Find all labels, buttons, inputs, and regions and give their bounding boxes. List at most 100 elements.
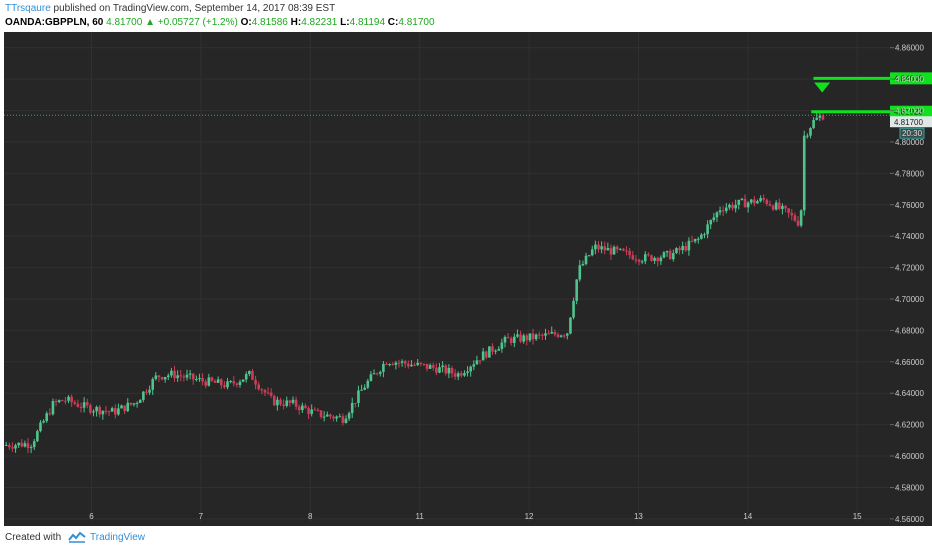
candle-body (129, 402, 133, 405)
candle-body (394, 362, 398, 365)
candle-body (528, 333, 532, 341)
candle-body (762, 198, 766, 200)
candle-body (104, 410, 108, 412)
candle-body (737, 199, 741, 205)
y-tick-label: 4.62000 (895, 421, 924, 430)
candle-body (594, 244, 597, 250)
price-axis (890, 32, 932, 522)
candle-body (110, 408, 114, 412)
candle-body (484, 351, 488, 358)
candle-body (148, 389, 151, 393)
open-value: 4.81586 (251, 17, 288, 28)
candles (4, 111, 825, 454)
candle-body (472, 364, 476, 367)
candle-body (469, 366, 472, 372)
x-tick-label: 6 (89, 512, 94, 521)
candle-body (344, 418, 348, 424)
candle-body (413, 364, 416, 366)
low-label: L: (340, 17, 350, 28)
candle-body (715, 212, 719, 218)
x-tick-label: 8 (308, 512, 313, 521)
candle-body (372, 373, 376, 375)
candle-body (335, 416, 338, 419)
candle-body (11, 447, 14, 449)
y-tick-label: 4.74000 (895, 232, 924, 241)
candle-body (101, 410, 105, 415)
candle-body (559, 335, 563, 337)
candle-body (516, 334, 519, 337)
candle-body (238, 381, 242, 385)
candle-body (581, 264, 585, 266)
candle-body (541, 334, 544, 336)
author-link[interactable]: TTrsqaure (5, 3, 51, 14)
candle-body (513, 336, 516, 343)
high-value: 4.82231 (301, 17, 338, 28)
candle-body (179, 375, 183, 377)
candle-body (51, 401, 55, 415)
candle-body (731, 204, 734, 209)
candle-body (257, 384, 260, 390)
candle-body (431, 365, 435, 368)
candle-body (17, 442, 20, 446)
candle-body (746, 202, 750, 208)
tradingview-logo-icon (68, 531, 86, 543)
candle-body (176, 375, 179, 379)
level-label: 4.84049 (894, 74, 923, 83)
candle-body (375, 373, 379, 375)
candle-body (718, 210, 722, 213)
candle-body (681, 245, 684, 251)
candle-body (113, 408, 117, 415)
countdown-label: 20:30 (902, 129, 923, 138)
candle-body (597, 244, 600, 250)
candle-body (566, 333, 569, 336)
candle-body (45, 413, 49, 422)
candle-body (693, 238, 697, 242)
candle-body (316, 409, 320, 411)
candle-body (622, 248, 625, 251)
candle-body (276, 399, 279, 406)
candle-body (569, 317, 572, 334)
candle-body (612, 246, 616, 255)
candle-body (198, 377, 201, 380)
candle-body (768, 204, 772, 206)
candle-body (363, 387, 366, 390)
candle-body (98, 406, 102, 415)
candle-body (522, 335, 525, 342)
candle-body (506, 336, 510, 339)
candle-body (416, 362, 419, 366)
candle-body (107, 411, 111, 413)
open-label: O: (240, 17, 252, 28)
tradingview-brand-link[interactable]: TradingView (90, 532, 146, 543)
candle-body (185, 374, 189, 378)
candle-body (307, 408, 310, 414)
candle-body (332, 416, 335, 419)
price-axis-labels: 4.86000 4.84000 4.82000 4.80000 4.78000 4.760… (890, 44, 924, 524)
candle-body (319, 410, 323, 417)
x-tick-label: 15 (853, 512, 862, 521)
candle-body (463, 373, 466, 376)
candle-body (740, 198, 744, 200)
candle-body (8, 445, 11, 448)
candle-body (743, 198, 747, 208)
candle-body (61, 400, 64, 402)
candle-body (20, 442, 24, 447)
candle-body (391, 364, 395, 366)
candle-body (350, 402, 354, 414)
candle-body (503, 336, 507, 343)
candle-body (584, 255, 588, 265)
candle-body (519, 334, 522, 342)
candle-body (145, 391, 148, 393)
candle-body (481, 351, 485, 361)
candle-body (590, 249, 594, 256)
candle-body (500, 342, 504, 349)
candle-body (32, 441, 36, 448)
candle-body (615, 246, 619, 250)
candle-body (338, 416, 342, 418)
candle-body (556, 334, 560, 337)
candle-body (447, 367, 451, 374)
candle-body (188, 373, 192, 375)
candle-body (163, 377, 167, 380)
candle-body (263, 390, 267, 393)
candle-body (650, 255, 653, 261)
